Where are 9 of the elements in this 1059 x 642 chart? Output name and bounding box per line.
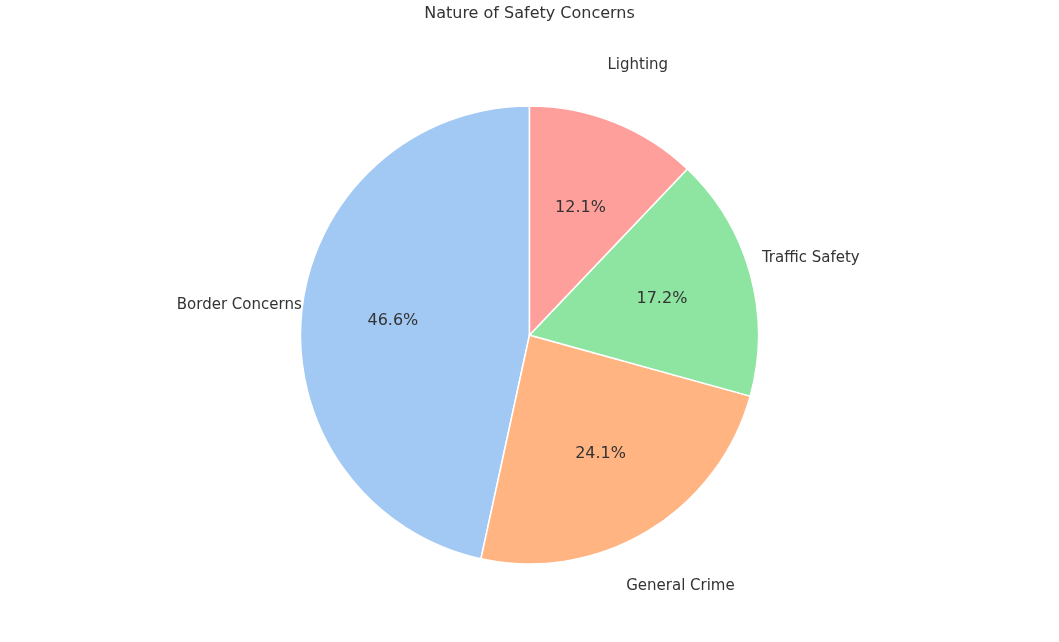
slice-label: Traffic Safety xyxy=(760,248,860,267)
data-label: 46.6% xyxy=(367,310,419,330)
slice-label: Border Concerns xyxy=(176,294,302,313)
data-label: 24.1% xyxy=(575,442,626,462)
data-label: 17.2% xyxy=(636,288,688,308)
slice-label: Lighting xyxy=(607,54,669,73)
data-label: 12.1% xyxy=(555,197,606,217)
chart-title: Nature of Safety Concerns xyxy=(424,3,635,22)
slice-label: General Crime xyxy=(626,575,735,594)
